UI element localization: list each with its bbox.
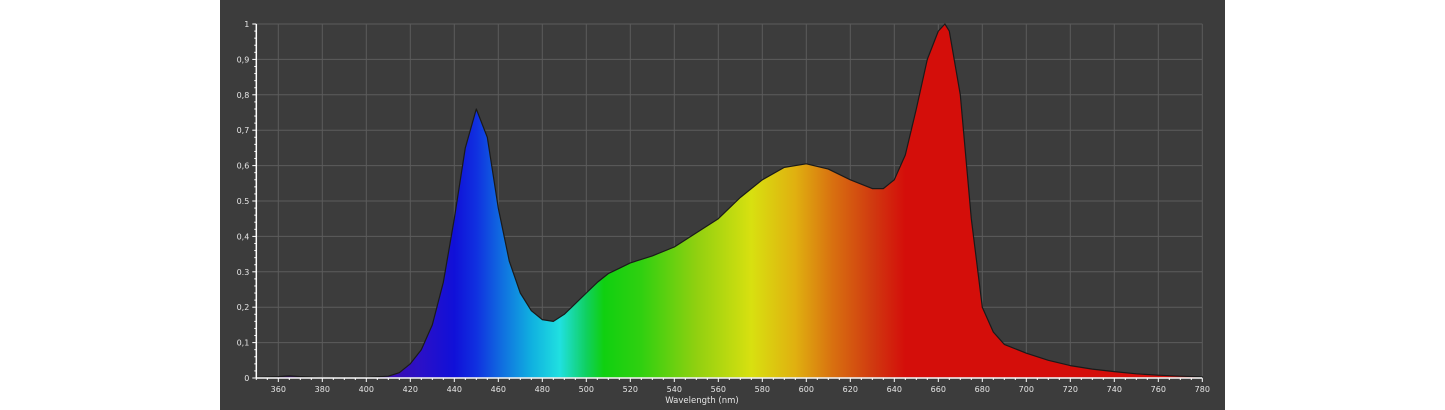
spectrum-chart: 360 380 400 420 440 460 480 500 520 540 560 580 600 6…	[237, 20, 1210, 406]
x-tick-label: 600	[799, 385, 814, 394]
x-tick-label: 420	[403, 385, 418, 394]
x-tick-label: 780	[1195, 385, 1210, 394]
x-tick-labels: 360 380 400 420 440 460 480 500 520 540 560 580 600 6…	[271, 385, 1210, 394]
y-tick-label: 0.3	[237, 268, 250, 277]
x-tick-label: 720	[1063, 385, 1078, 394]
y-tick-label: 0	[244, 374, 249, 383]
x-tick-label: 740	[1107, 385, 1122, 394]
y-tick-label: 0,2	[237, 303, 250, 312]
x-tick-label: 680	[975, 385, 990, 394]
x-tick-label: 580	[755, 385, 770, 394]
x-tick-label: 480	[535, 385, 550, 394]
x-tick-label: 560	[711, 385, 726, 394]
y-tick-label: 0,1	[237, 339, 250, 348]
y-tick-label: 0,6	[237, 162, 250, 171]
x-tick-label: 660	[931, 385, 946, 394]
x-tick-label: 520	[623, 385, 638, 394]
y-tick-labels: 0 0,1 0,2 0.3 0,4 0.5 0,6 0,7 0,8 0,9 1	[237, 20, 250, 383]
x-tick-label: 620	[843, 385, 858, 394]
x-tick-label: 700	[1019, 385, 1034, 394]
y-tick-label: 0,9	[237, 55, 250, 64]
y-tick-label: 0.5	[237, 197, 250, 206]
spectrum-curve	[255, 23, 1203, 379]
y-tick-label: 1	[244, 20, 249, 29]
x-tick-label: 540	[667, 385, 682, 394]
x-tick-label: 760	[1151, 385, 1166, 394]
x-tick-label: 500	[579, 385, 594, 394]
y-tick-label: 0,8	[237, 91, 250, 100]
chart-panel: 360 380 400 420 440 460 480 500 520 540 560 580 600 6…	[220, 0, 1225, 410]
spectrum-area	[255, 23, 1203, 379]
x-axis-label: Wavelength (nm)	[665, 396, 738, 406]
axes	[252, 23, 1203, 382]
y-tick-label: 0,4	[237, 232, 250, 241]
x-tick-label: 640	[887, 385, 902, 394]
x-tick-label: 440	[447, 385, 462, 394]
x-tick-label: 460	[491, 385, 506, 394]
x-tick-label: 360	[271, 385, 286, 394]
x-tick-label: 380	[315, 385, 330, 394]
y-tick-label: 0,7	[237, 126, 250, 135]
x-tick-label: 400	[359, 385, 374, 394]
